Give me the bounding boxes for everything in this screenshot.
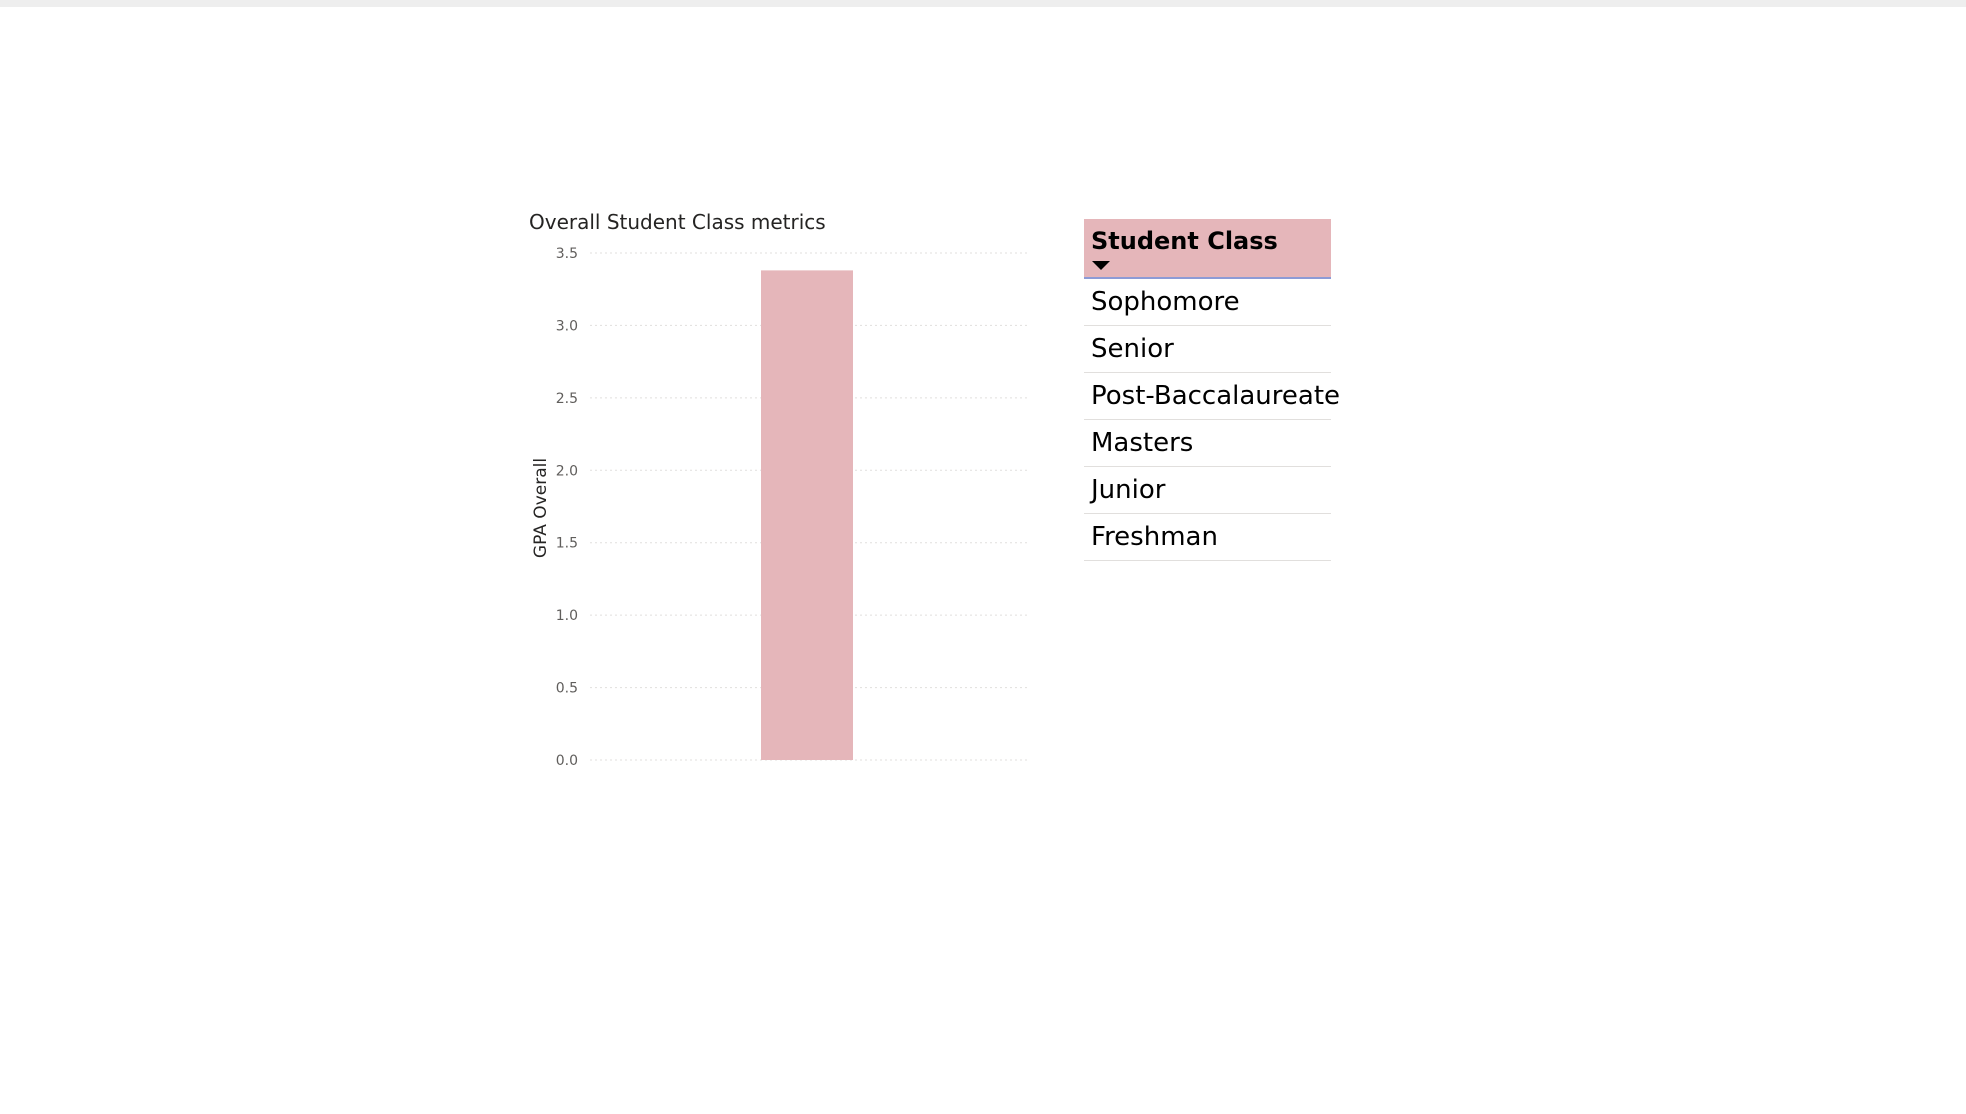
y-tick-label: 2.5 (556, 391, 578, 407)
y-tick-label: 0.0 (556, 753, 578, 769)
slicer-item-masters[interactable]: Masters (1084, 420, 1331, 467)
y-tick-label: 3.0 (556, 318, 578, 334)
y-tick-label: 3.5 (556, 246, 578, 262)
slicer-item-sophomore[interactable]: Sophomore (1084, 279, 1331, 326)
slicer-title: Student Class (1091, 227, 1278, 255)
slicer-item-junior[interactable]: Junior (1084, 467, 1331, 514)
slicer-header[interactable]: Student Class (1084, 219, 1331, 279)
y-tick-label: 1.5 (556, 536, 578, 552)
y-tick-label: 0.5 (556, 681, 578, 697)
slicer-item-freshman[interactable]: Freshman (1084, 514, 1331, 561)
y-tick-label: 2.0 (556, 463, 578, 479)
sort-descending-icon[interactable] (1092, 261, 1110, 270)
student-class-slicer: Student Class Sophomore Senior Post-Bacc… (1084, 219, 1331, 561)
y-tick-label: 1.0 (556, 608, 578, 624)
slicer-item-senior[interactable]: Senior (1084, 326, 1331, 373)
slicer-item-post-baccalaureate[interactable]: Post-Baccalaureate (1084, 373, 1331, 420)
bar-gpa-overall[interactable] (761, 270, 853, 760)
